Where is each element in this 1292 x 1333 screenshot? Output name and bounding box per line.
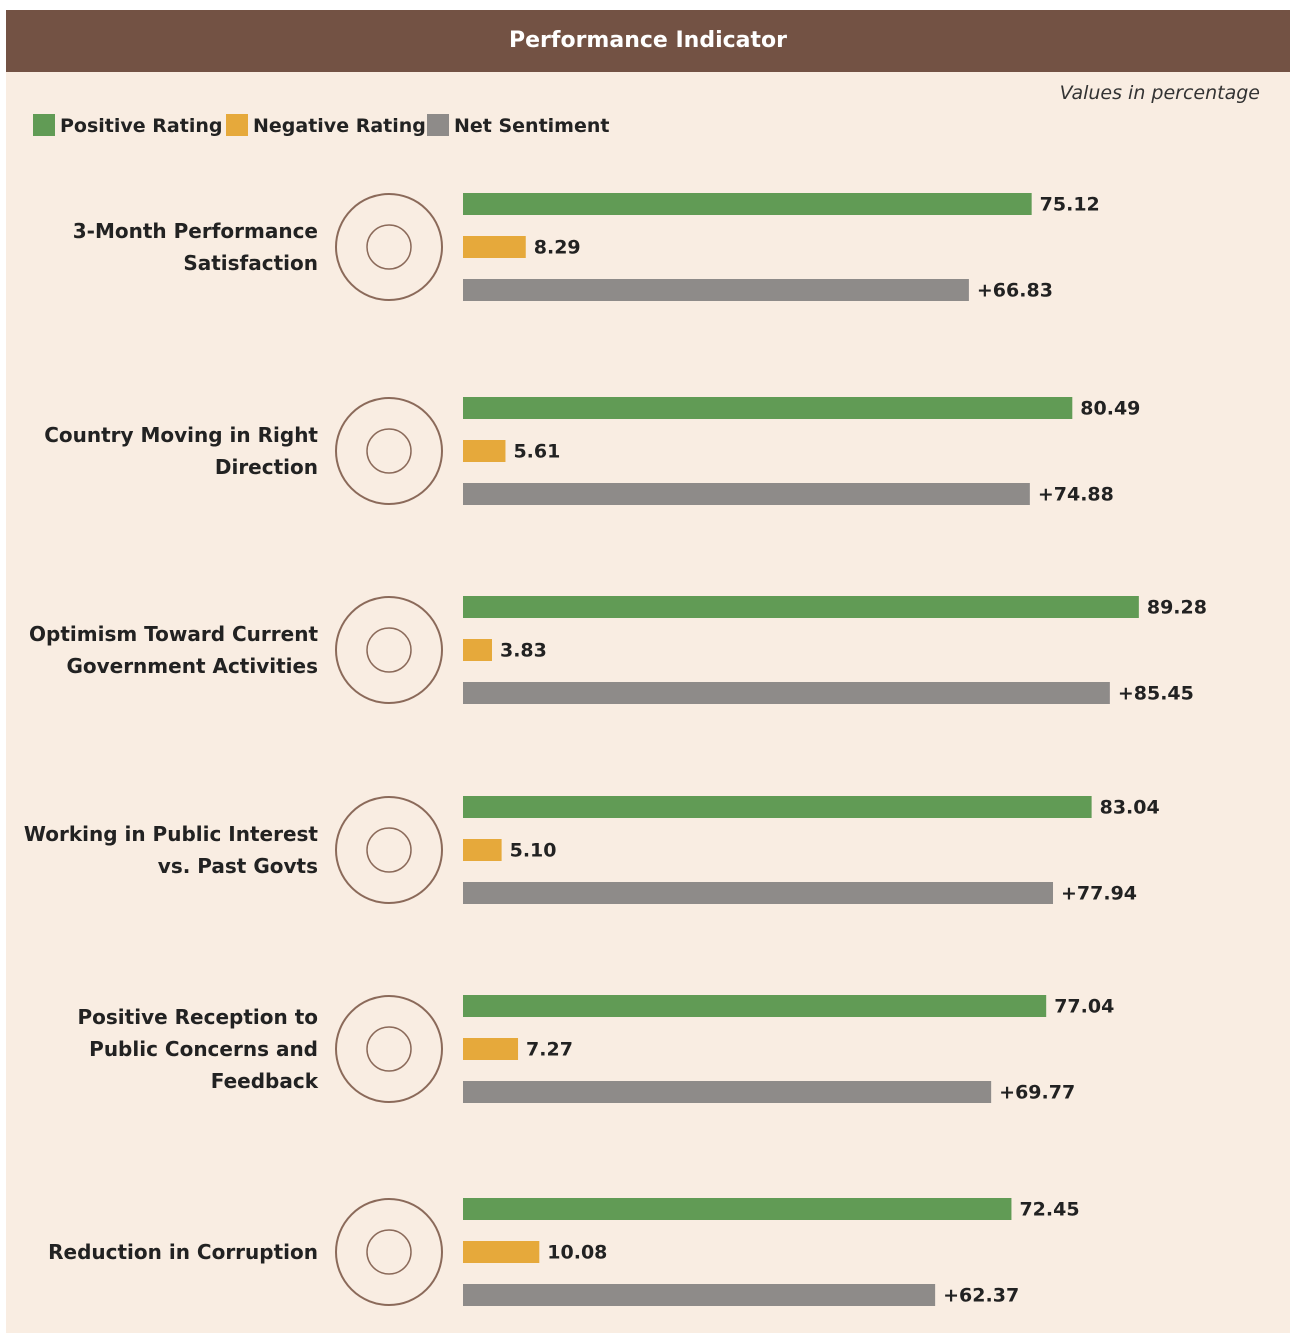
category-label: Positive Reception to Public Concerns an… — [77, 1005, 319, 1093]
value-label: 3.83 — [500, 640, 547, 662]
category-label: Optimism Toward Current Government Activ… — [29, 622, 318, 678]
legend-swatch — [427, 114, 449, 136]
value-label: 5.61 — [513, 441, 560, 463]
icon-circle — [335, 995, 443, 1103]
bar — [463, 796, 1092, 818]
value-label: +77.94 — [1061, 883, 1137, 905]
value-label: 5.10 — [510, 840, 557, 862]
icon-mark — [366, 827, 412, 873]
value-label: 83.04 — [1100, 797, 1160, 819]
icon-circle — [335, 596, 443, 704]
category-label: 3-Month Performance Satisfaction — [72, 219, 318, 275]
icon-mark — [366, 1229, 412, 1275]
icon-mark — [366, 627, 412, 673]
bar — [463, 995, 1047, 1017]
bar — [463, 483, 1030, 505]
value-label: 8.29 — [534, 237, 581, 259]
icon-mark — [366, 428, 412, 474]
value-label: 7.27 — [526, 1039, 573, 1061]
legend-label: Net Sentiment — [454, 115, 610, 137]
bar — [463, 397, 1073, 419]
value-label: 80.49 — [1080, 398, 1140, 420]
icon-circle — [335, 796, 443, 904]
value-label: +66.83 — [977, 280, 1053, 302]
icon-circle — [335, 193, 443, 301]
bar — [463, 236, 526, 258]
legend-swatch — [33, 114, 55, 136]
bar — [463, 1284, 936, 1306]
value-label: +85.45 — [1118, 683, 1194, 705]
legend-label: Positive Rating — [60, 115, 223, 137]
bar — [463, 839, 502, 861]
value-label: 72.45 — [1019, 1199, 1079, 1221]
icon-circle — [335, 1198, 443, 1306]
panel — [6, 10, 1290, 1333]
bar — [463, 639, 492, 661]
icon-mark — [366, 224, 412, 270]
bar — [463, 882, 1054, 904]
category-label: Country Moving in Right Direction — [44, 423, 318, 479]
value-label: 77.04 — [1054, 996, 1114, 1018]
value-label: 10.08 — [547, 1242, 607, 1264]
bar — [463, 1038, 519, 1060]
value-label: 89.28 — [1147, 597, 1207, 619]
legend-swatch — [226, 114, 248, 136]
value-label: +69.77 — [999, 1082, 1075, 1104]
chart-title: Performance Indicator — [6, 10, 1290, 72]
bar — [463, 440, 506, 462]
bar — [463, 1081, 992, 1103]
bar — [463, 193, 1032, 215]
bar — [463, 1198, 1012, 1220]
bar — [463, 682, 1110, 704]
value-label: 75.12 — [1040, 194, 1100, 216]
value-label: +74.88 — [1038, 484, 1114, 506]
bar — [463, 596, 1139, 618]
bar — [463, 279, 969, 301]
icon-mark — [366, 1026, 412, 1072]
icon-circle — [335, 397, 443, 505]
legend-label: Negative Rating — [253, 115, 426, 137]
value-label: +62.37 — [943, 1285, 1019, 1307]
subtitle: Values in percentage — [1059, 82, 1260, 104]
bar — [463, 1241, 540, 1263]
category-label: Working in Public Interest vs. Past Govt… — [23, 822, 318, 878]
category-label: Reduction in Corruption — [48, 1240, 318, 1264]
